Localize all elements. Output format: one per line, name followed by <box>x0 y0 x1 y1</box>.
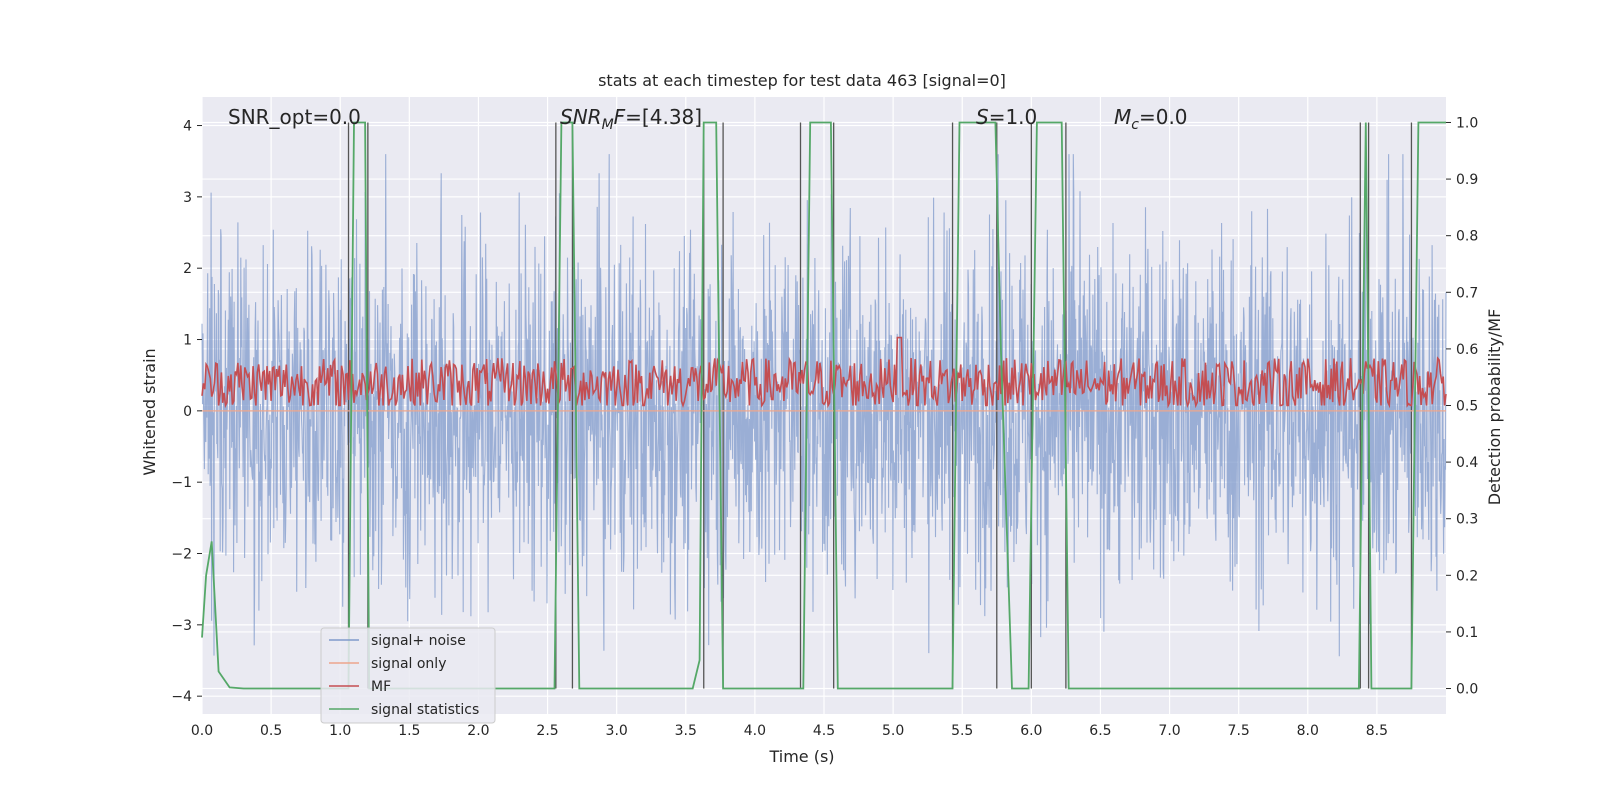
x-tick-label: 0.5 <box>260 723 282 739</box>
y-right-tick-label: 0.3 <box>1456 512 1478 528</box>
x-tick-label: 2.5 <box>536 723 558 739</box>
y-right-tick-label: 0.9 <box>1456 172 1478 188</box>
x-tick-label: 7.0 <box>1158 723 1180 739</box>
snr-mf-symbol: SNR <box>560 105 602 129</box>
y-right-tick-label: 0.1 <box>1456 625 1478 641</box>
y-left-tick-label: −1 <box>171 475 192 491</box>
snr-mf-subscript: M <box>602 117 614 133</box>
y-left-axis-label: Whitened strain <box>140 348 159 475</box>
signal-statistics-series <box>201 121 1446 690</box>
y-right-tick-label: 0.0 <box>1456 682 1478 698</box>
legend: signal+ noise signal only MF signal stat… <box>320 627 496 724</box>
x-tick-label: 1.5 <box>398 723 420 739</box>
x-tick-label: 8.5 <box>1366 723 1388 739</box>
y-left-axis-ticks: 4 3 2 1 0 −1 −2 −3 −4 <box>171 119 202 705</box>
y-right-axis-ticks: 1.0 0.9 0.8 0.7 0.6 0.5 0.4 0.3 0.2 0.1 0.0 <box>1446 115 1478 698</box>
legend-label-signal-only: signal only <box>371 656 446 672</box>
y-right-tick-label: 0.7 <box>1456 285 1478 301</box>
annotation-snr-mf: SNRMF=[4.38] <box>560 105 702 133</box>
signal-noise-line <box>201 154 1447 657</box>
y-left-tick-label: 1 <box>183 333 192 349</box>
y-right-tick-label: 0.5 <box>1456 399 1478 415</box>
y-right-tick-label: 1.0 <box>1456 115 1478 131</box>
x-tick-label: 4.0 <box>744 723 766 739</box>
y-right-axis-label: Detection probability/MF <box>1485 309 1504 506</box>
y-left-tick-label: 2 <box>183 261 192 277</box>
legend-label-signal-statistics: signal statistics <box>371 702 479 718</box>
mc-symbol: M <box>1114 105 1131 129</box>
mc-subscript: c <box>1131 117 1139 133</box>
y-right-tick-label: 0.2 <box>1456 568 1478 584</box>
x-tick-label: 5.5 <box>951 723 973 739</box>
mf-series <box>201 336 1447 409</box>
annotation-mc: Mc=0.0 <box>1114 105 1188 133</box>
legend-label-mf: MF <box>371 679 391 695</box>
x-tick-label: 6.0 <box>1020 723 1042 739</box>
legend-box <box>320 627 496 724</box>
y-right-tick-label: 0.8 <box>1456 229 1478 245</box>
snr-mf-symbol-2: F <box>614 105 626 129</box>
y-left-tick-label: −3 <box>171 618 192 634</box>
y-left-tick-label: −4 <box>171 689 192 705</box>
x-axis-ticks: 0.0 0.5 1.0 1.5 2.0 2.5 3.0 3.5 4.0 4.5 5.0 5.5 6.0 6… <box>191 723 1388 739</box>
legend-label-signal-noise: signal+ noise <box>371 633 466 649</box>
y-right-tick-label: 0.6 <box>1456 342 1478 358</box>
s-value: =1.0 <box>989 105 1038 129</box>
mc-value: =0.0 <box>1139 105 1188 129</box>
mf-line <box>201 336 1447 409</box>
x-tick-label: 7.5 <box>1228 723 1250 739</box>
y-left-tick-label: −2 <box>171 547 192 563</box>
x-tick-label: 3.0 <box>606 723 628 739</box>
y-left-tick-label: 4 <box>183 119 192 135</box>
snr-mf-value: =[4.38] <box>625 105 702 129</box>
y-right-tick-label: 0.4 <box>1456 455 1478 471</box>
annotation-snr-opt: SNR_opt=0.0 <box>228 105 361 129</box>
y-left-tick-label: 0 <box>183 404 192 420</box>
chart-title: stats at each timestep for test data 463… <box>598 71 1006 90</box>
x-tick-label: 8.0 <box>1297 723 1319 739</box>
x-tick-label: 0.0 <box>191 723 213 739</box>
annotation-s: S=1.0 <box>976 105 1037 129</box>
x-tick-label: 6.5 <box>1089 723 1111 739</box>
x-tick-label: 5.0 <box>882 723 904 739</box>
x-tick-label: 1.0 <box>329 723 351 739</box>
signal-statistics-line <box>201 121 1446 690</box>
x-tick-label: 3.5 <box>675 723 697 739</box>
signal-noise-series <box>201 154 1447 657</box>
s-symbol: S <box>976 105 989 129</box>
x-axis-label: Time (s) <box>768 747 834 766</box>
y-left-tick-label: 3 <box>183 190 192 206</box>
x-tick-label: 2.0 <box>467 723 489 739</box>
x-tick-label: 4.5 <box>813 723 835 739</box>
